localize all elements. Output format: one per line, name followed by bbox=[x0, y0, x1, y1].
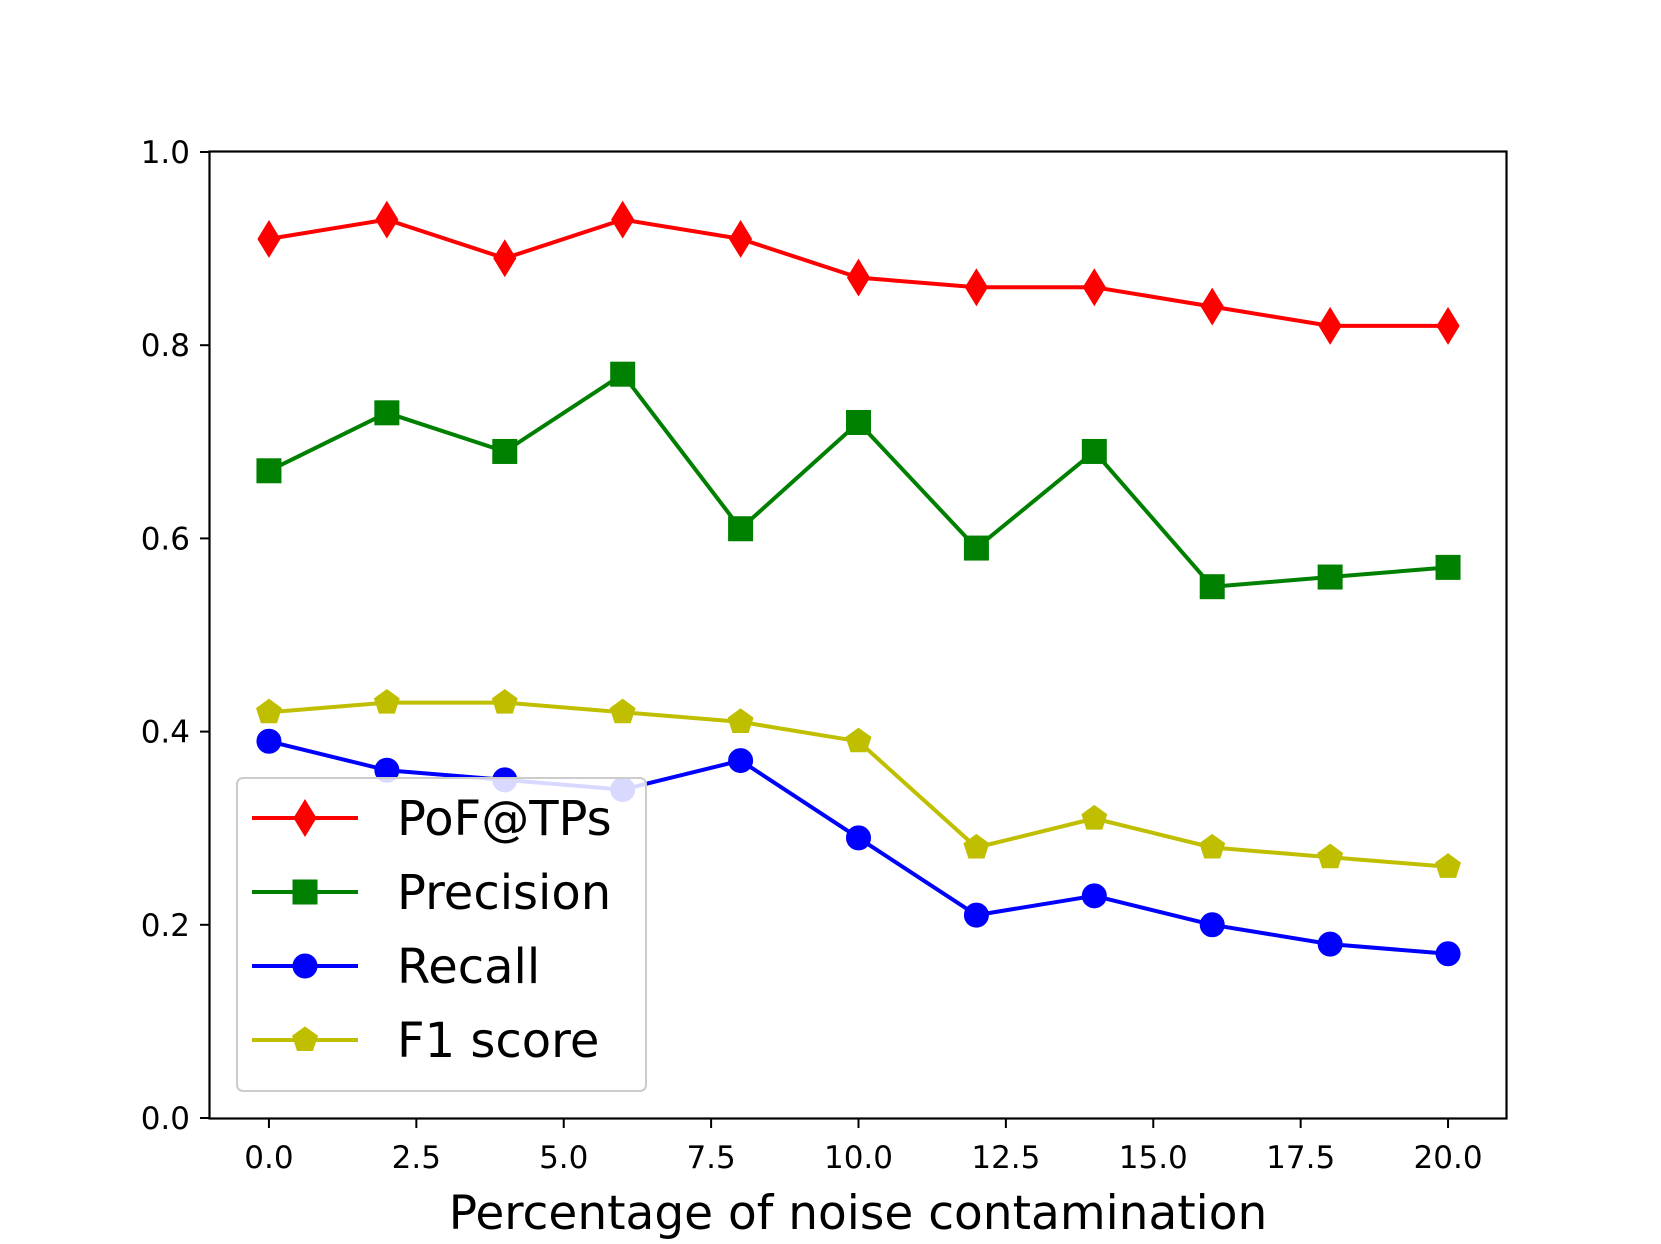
data-point-f1-score bbox=[373, 688, 400, 714]
data-point-f1-score bbox=[727, 708, 754, 733]
data-point-f1-score bbox=[1317, 843, 1344, 869]
data-point-precision bbox=[256, 458, 282, 484]
data-point-pof-tps bbox=[729, 219, 753, 258]
data-point-f1-score bbox=[1081, 804, 1108, 830]
legend-item-precision: Precision bbox=[252, 865, 611, 921]
data-point-f1-score bbox=[609, 698, 636, 724]
data-point-recall bbox=[846, 825, 871, 851]
data-point-f1-score bbox=[1199, 833, 1226, 859]
data-point-pof-tps bbox=[964, 268, 988, 307]
x-axis-ticks: 0.0 2.5 5.0 7.5 10.0 12.5 15.0 17.5 20.0 bbox=[244, 1118, 1483, 1176]
y-tick-label: 0.4 bbox=[141, 715, 190, 751]
x-tick-label: 2.5 bbox=[392, 1140, 441, 1176]
data-point-pof-tps bbox=[611, 200, 635, 239]
x-tick-label: 17.5 bbox=[1266, 1140, 1335, 1176]
series-pof-tps bbox=[257, 200, 1460, 345]
legend-swatch-marker bbox=[292, 879, 318, 905]
data-point-recall bbox=[1435, 941, 1461, 967]
x-tick-label: 20.0 bbox=[1414, 1140, 1483, 1176]
x-tick-label: 15.0 bbox=[1119, 1140, 1188, 1176]
plot-series bbox=[256, 200, 1461, 967]
legend-label: F1 score bbox=[397, 1013, 599, 1069]
legend-swatch-marker bbox=[292, 953, 318, 979]
legend: PoF@TPs Precision Recall F1 score bbox=[236, 777, 647, 1092]
y-tick-label: 1.0 bbox=[141, 135, 190, 171]
legend-label: Recall bbox=[397, 939, 540, 995]
legend-swatch-marker bbox=[293, 799, 317, 837]
data-point-recall bbox=[1081, 883, 1107, 909]
data-point-f1-score bbox=[845, 727, 872, 753]
legend-label: Precision bbox=[397, 865, 611, 921]
data-point-pof-tps bbox=[1200, 287, 1224, 326]
data-point-precision bbox=[492, 438, 518, 464]
x-tick-label: 7.5 bbox=[686, 1140, 735, 1176]
data-point-precision bbox=[846, 409, 871, 435]
data-point-f1-score bbox=[256, 698, 282, 724]
legend-item-f1-score: F1 score bbox=[252, 1013, 599, 1069]
data-point-recall bbox=[1317, 931, 1343, 957]
data-point-f1-score bbox=[1435, 853, 1461, 878]
x-tick-label: 0.0 bbox=[244, 1140, 293, 1176]
data-point-pof-tps bbox=[493, 239, 517, 278]
x-tick-label: 12.5 bbox=[971, 1140, 1040, 1176]
legend-item-pof-tps: PoF@TPs bbox=[252, 791, 612, 847]
data-point-pof-tps bbox=[1318, 306, 1342, 345]
x-tick-label: 10.0 bbox=[824, 1140, 893, 1176]
data-point-precision bbox=[374, 400, 400, 426]
data-point-pof-tps bbox=[1082, 268, 1106, 307]
data-point-pof-tps bbox=[257, 219, 281, 258]
x-tick-label: 5.0 bbox=[539, 1140, 588, 1176]
legend-label: PoF@TPs bbox=[397, 791, 612, 847]
data-point-recall bbox=[963, 902, 989, 928]
data-point-recall bbox=[256, 728, 282, 754]
data-point-precision bbox=[610, 361, 636, 387]
data-point-recall bbox=[1199, 912, 1225, 938]
data-point-pof-tps bbox=[846, 258, 871, 297]
data-point-recall bbox=[728, 748, 754, 774]
data-point-f1-score bbox=[963, 833, 990, 859]
data-point-precision bbox=[728, 516, 754, 542]
legend-item-recall: Recall bbox=[252, 939, 540, 995]
data-point-precision bbox=[1435, 554, 1461, 580]
legend-box bbox=[236, 777, 647, 1092]
data-point-pof-tps bbox=[1436, 306, 1460, 345]
data-point-precision bbox=[1317, 564, 1343, 590]
y-axis-ticks: 0.0 0.2 0.4 0.6 0.8 1.0 bbox=[141, 135, 210, 1137]
y-tick-label: 0.0 bbox=[141, 1101, 190, 1137]
data-point-f1-score bbox=[491, 688, 518, 714]
y-tick-label: 0.6 bbox=[141, 521, 190, 557]
y-tick-label: 0.8 bbox=[141, 328, 190, 364]
y-tick-label: 0.2 bbox=[141, 908, 190, 944]
plot-frame bbox=[208, 150, 1508, 1120]
series-f1-score bbox=[256, 688, 1461, 878]
data-point-pof-tps bbox=[375, 200, 399, 239]
data-point-precision bbox=[963, 535, 989, 561]
series-precision bbox=[256, 361, 1461, 600]
legend-swatch-marker bbox=[292, 1026, 318, 1051]
x-axis-title: Percentage of noise contamination bbox=[449, 1186, 1268, 1241]
data-point-precision bbox=[1199, 574, 1225, 600]
data-point-precision bbox=[1081, 438, 1107, 464]
